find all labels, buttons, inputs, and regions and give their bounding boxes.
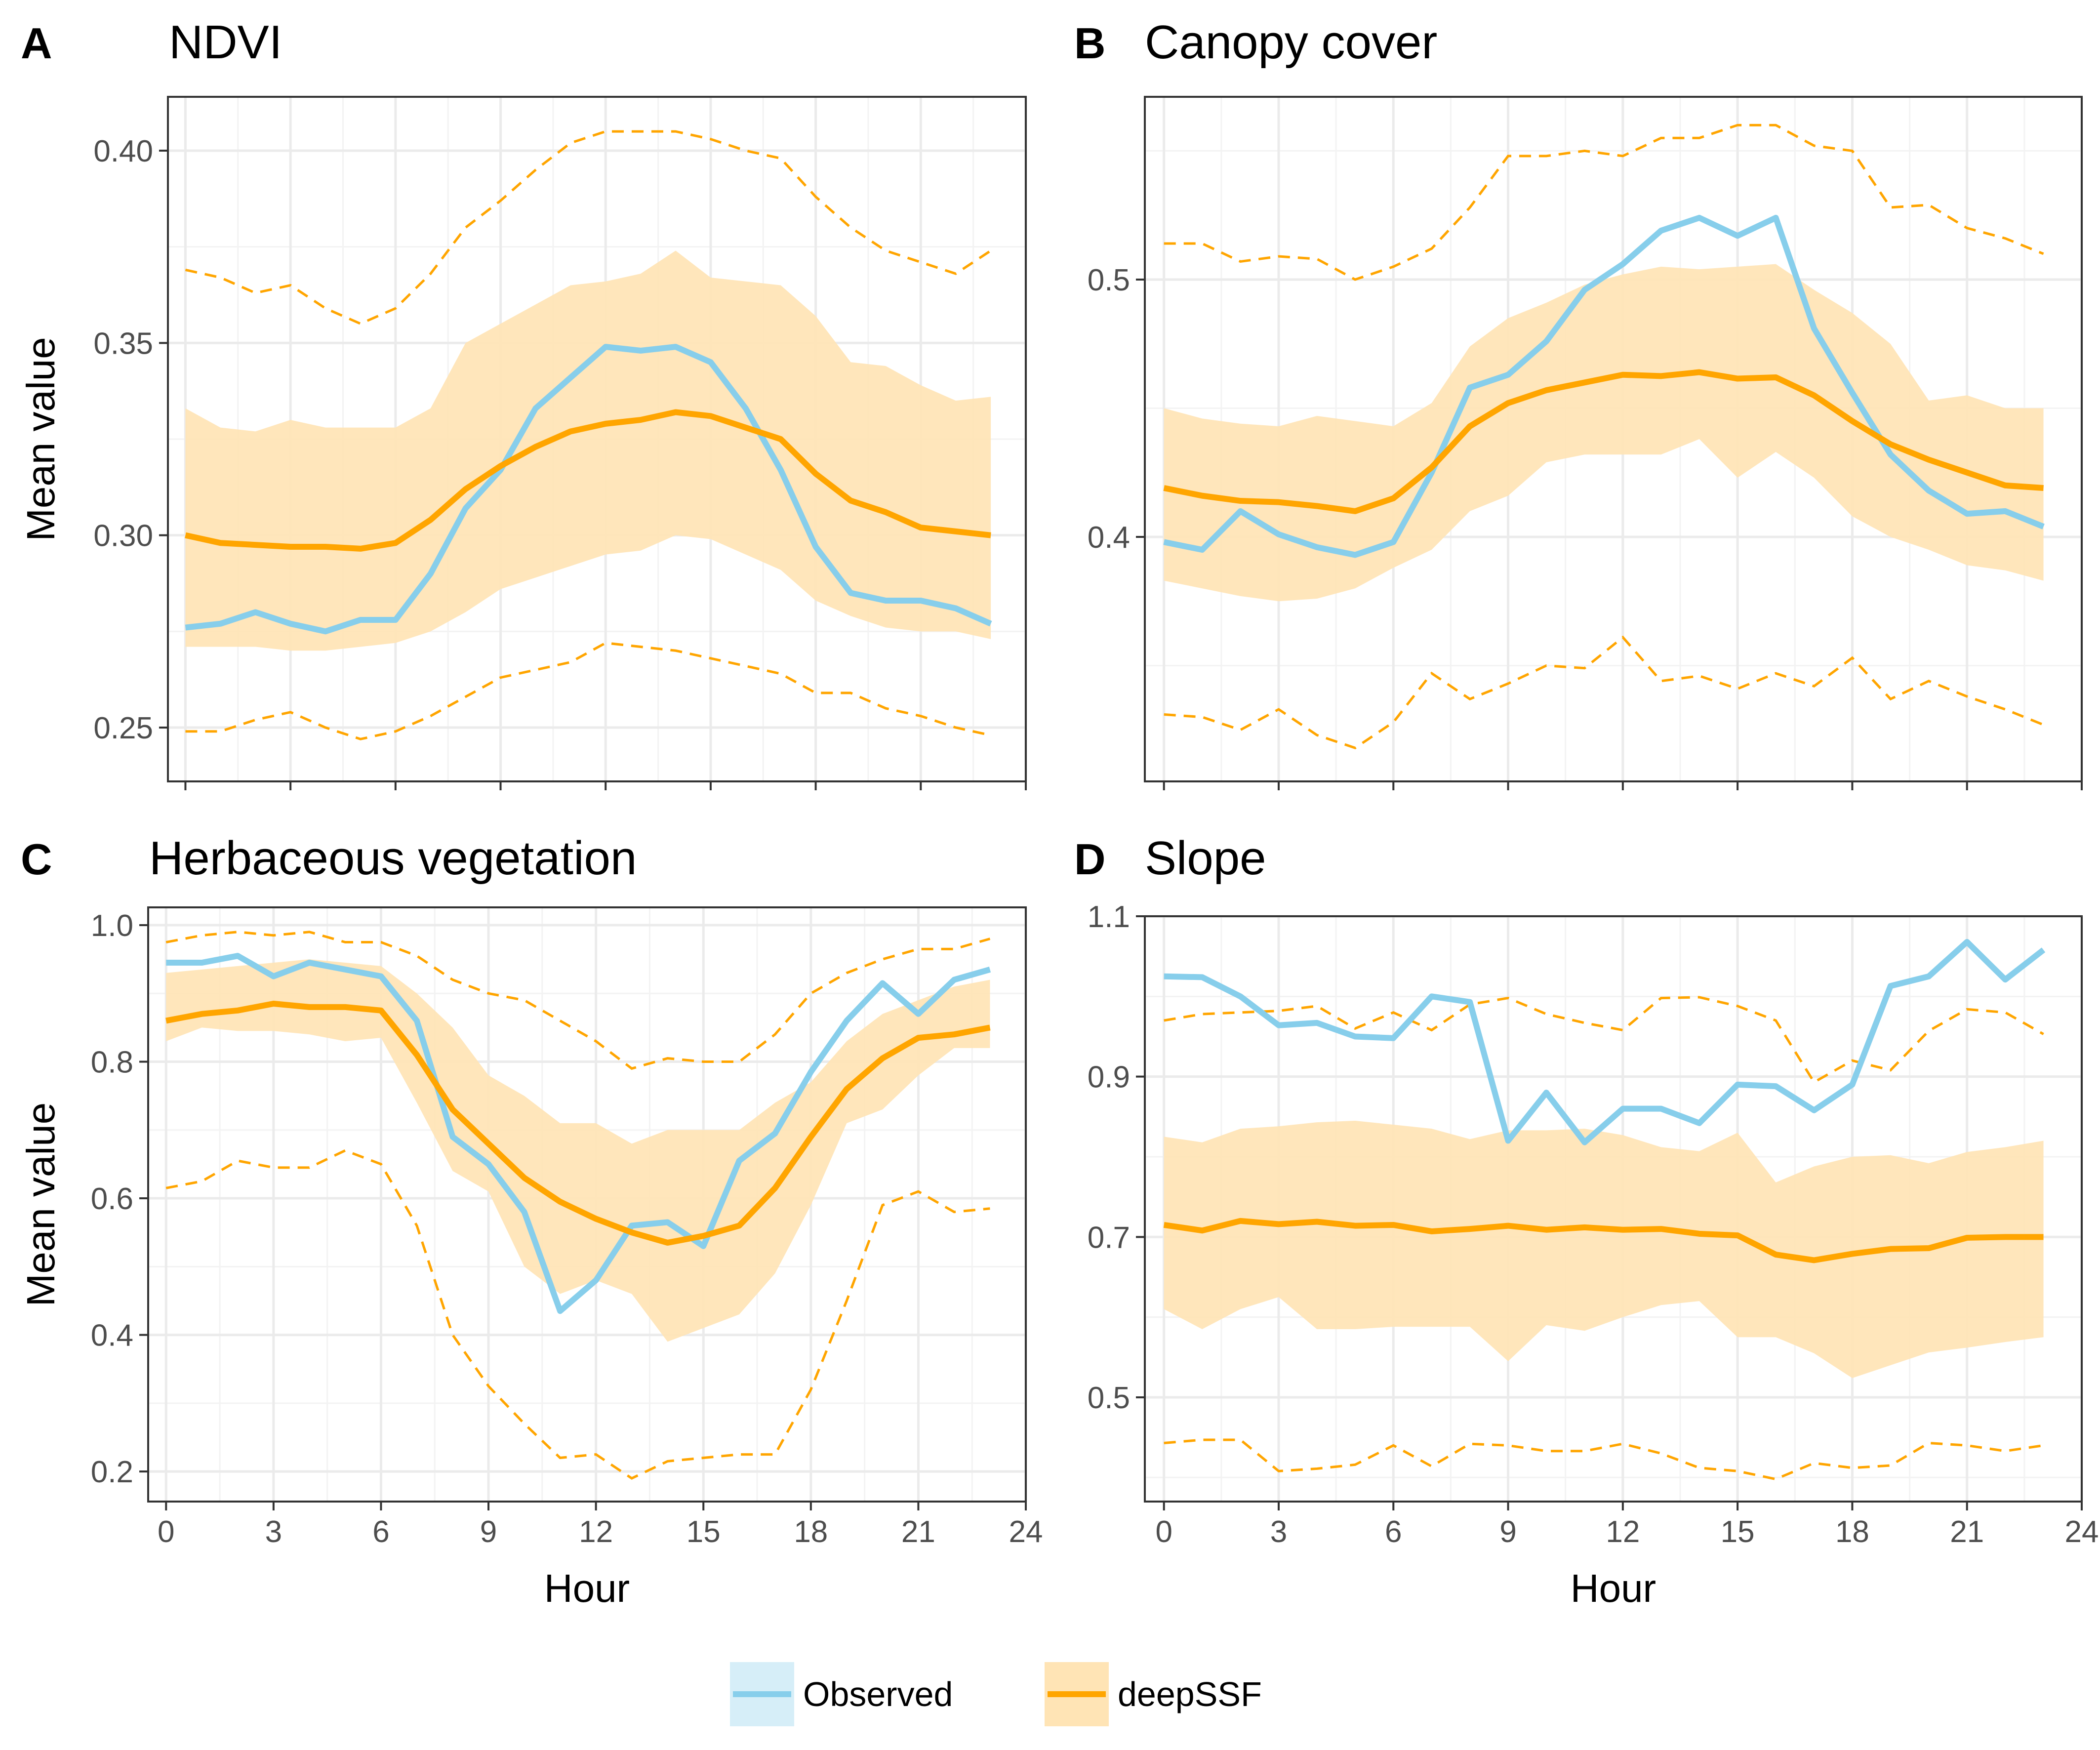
y-tick-label: 0.30 <box>93 519 153 553</box>
deepssf-interval-band <box>1164 1120 2044 1379</box>
legend-item-deepssf: deepSSF <box>1045 1662 1262 1726</box>
x-tick-label: 18 <box>794 1515 828 1549</box>
panel-letter: B <box>1074 19 1106 68</box>
panel-a: 0.25 0.30 0.35 0.40 A NDVI Mean value <box>19 16 1027 790</box>
x-tick-label: 24 <box>1009 1515 1043 1549</box>
deepssf-quantile-high-line <box>1164 996 2044 1084</box>
x-tick-label: 12 <box>579 1515 613 1549</box>
x-tick-label: 24 <box>2065 1515 2099 1549</box>
deepssf-interval-band <box>166 959 990 1342</box>
plot-frame <box>167 96 1027 782</box>
x-tick-label: 18 <box>1835 1515 1869 1549</box>
y-tick-label: 0.5 <box>1088 1381 1130 1415</box>
panel-d: 0 3 6 9 12 15 18 21 24 0.5 0.7 0.9 1.1 D Slope Hour <box>1074 832 2099 1610</box>
deepssf-quantile-low-line <box>185 642 991 740</box>
panel-letter: A <box>21 19 52 68</box>
panel-letter: C <box>21 835 52 884</box>
y-tick-label: 0.6 <box>91 1182 133 1216</box>
y-tick-label: 0.7 <box>1088 1221 1130 1255</box>
y-tick-label: 0.4 <box>1088 521 1130 555</box>
panel-b: 0.4 0.5 B Canopy cover <box>1074 16 2083 790</box>
observed-line <box>185 344 992 635</box>
x-tick-label: 15 <box>1721 1515 1755 1549</box>
y-tick-label: 0.8 <box>91 1046 133 1080</box>
x-tick-label: 6 <box>372 1515 389 1549</box>
deepssf-quantile-high-line <box>185 130 992 326</box>
x-tick-label: 12 <box>1606 1515 1640 1549</box>
legend-item-observed: Observed <box>730 1662 953 1726</box>
plot-frame <box>147 906 1027 1503</box>
plot-frame <box>1144 96 2083 782</box>
legend: Observed deepSSF <box>730 1662 1262 1726</box>
panel-title: Slope <box>1145 832 1266 885</box>
y-tick-label: 0.25 <box>93 711 153 745</box>
legend-label: Observed <box>803 1675 953 1713</box>
y-tick-label: 1.0 <box>91 909 133 943</box>
panel-title: Herbaceous vegetation <box>149 832 637 885</box>
y-tick-label: 0.2 <box>91 1455 133 1489</box>
x-tick-label: 9 <box>1499 1515 1516 1549</box>
y-tick-label: 0.4 <box>91 1319 133 1353</box>
x-tick-label: 9 <box>480 1515 497 1549</box>
deepssf-mean-line <box>165 1000 991 1246</box>
x-axis-title: Hour <box>544 1566 630 1610</box>
deepssf-mean-line <box>1163 1218 2044 1263</box>
legend-label: deepSSF <box>1118 1675 1262 1713</box>
deepssf-quantile-high-line <box>165 931 991 1070</box>
y-axis-title: Mean value <box>19 337 63 541</box>
panel-title: Canopy cover <box>1145 16 1437 69</box>
y-axis-title: Mean value <box>19 1102 63 1307</box>
x-tick-label: 3 <box>1270 1515 1287 1549</box>
y-tick-label: 0.9 <box>1088 1060 1130 1095</box>
x-tick-label: 3 <box>265 1515 282 1549</box>
deepssf-quantile-low-line <box>165 1149 990 1480</box>
panel-letter: D <box>1074 835 1106 884</box>
deepssf-mean-line <box>185 409 991 552</box>
deepssf-quantile-low-line <box>1164 635 2044 750</box>
observed-line <box>1163 214 2045 558</box>
x-tick-label: 21 <box>901 1515 935 1549</box>
deepssf-interval-band <box>185 250 991 651</box>
x-axis-title: Hour <box>1571 1566 1656 1610</box>
deepssf-mean-line <box>1163 369 2044 514</box>
panel-c: 0 3 6 9 12 15 18 21 24 0.2 0.4 0.6 0.8 1.0 C Herbaceous… <box>19 832 1043 1610</box>
deepssf-quantile-low-line <box>1164 1438 2044 1481</box>
deepssf-quantile-high-line <box>1164 123 2044 281</box>
y-tick-label: 0.5 <box>1088 263 1130 297</box>
y-tick-label: 1.1 <box>1088 900 1130 934</box>
x-tick-label: 15 <box>687 1515 721 1549</box>
x-tick-label: 0 <box>158 1515 174 1549</box>
observed-line <box>1164 938 2046 1145</box>
x-tick-label: 6 <box>1385 1515 1402 1549</box>
x-tick-label: 0 <box>1155 1515 1172 1549</box>
y-tick-label: 0.40 <box>93 134 153 168</box>
y-tick-label: 0.35 <box>93 326 153 361</box>
x-tick-label: 21 <box>1950 1515 1984 1549</box>
observed-line <box>166 953 991 1314</box>
plot-frame <box>1144 915 2083 1503</box>
panel-title: NDVI <box>169 16 282 69</box>
